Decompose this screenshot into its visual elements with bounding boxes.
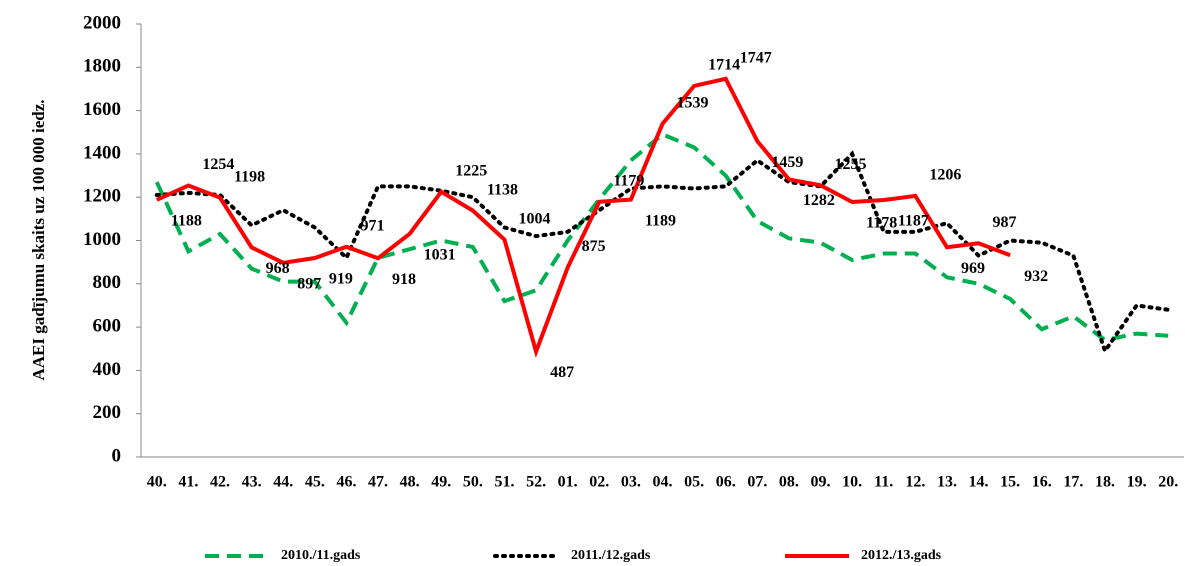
y-tick-label: 2000 (83, 12, 121, 33)
x-tick-label: 10. (842, 474, 862, 491)
x-tick-label: 40. (147, 474, 167, 491)
x-tick-label: 14. (969, 474, 989, 491)
data-label: 1004 (518, 210, 550, 227)
y-tick-label: 1600 (83, 99, 121, 120)
x-tick-label: 17. (1063, 474, 1083, 491)
x-tick-label: 41. (178, 474, 198, 491)
legend-label: 2010./11.gads (281, 548, 361, 563)
x-tick-label: 42. (210, 474, 230, 491)
series-line (154, 132, 1169, 343)
data-label: 1225 (455, 162, 487, 179)
data-label: 971 (360, 217, 384, 234)
x-tick-label: 12. (905, 474, 925, 491)
x-tick-label: 49. (431, 474, 451, 491)
x-tick-label: 43. (242, 474, 262, 491)
data-label: 1179 (613, 172, 644, 189)
x-tick-label: 11. (874, 474, 893, 491)
data-label: 487 (550, 364, 574, 381)
x-tick-label: 20. (1158, 474, 1178, 491)
x-tick-label: 45. (305, 474, 325, 491)
x-tick-label: 46. (336, 474, 356, 491)
x-tick-label: 50. (463, 474, 483, 491)
x-tick-label: 06. (716, 474, 736, 491)
x-tick-label: 52. (526, 474, 546, 491)
data-label: 1254 (202, 156, 234, 173)
y-tick-label: 1800 (83, 56, 121, 77)
x-tick-label: 02. (589, 474, 609, 491)
y-tick-label: 1200 (83, 186, 121, 207)
data-label: 1747 (740, 49, 772, 66)
x-tick-label: 04. (653, 474, 673, 491)
legend-label: 2012./13.gads (861, 548, 942, 563)
y-tick-label: 400 (93, 359, 122, 380)
data-label: 1189 (645, 212, 676, 229)
y-tick-label: 200 (93, 402, 122, 423)
x-tick-label: 51. (494, 474, 514, 491)
y-tick-label: 0 (112, 445, 122, 466)
data-label: 968 (266, 260, 290, 277)
series-line (155, 76, 1011, 358)
data-label: 1539 (677, 94, 709, 111)
x-tick-label: 09. (811, 474, 831, 491)
x-tick-label: 08. (779, 474, 799, 491)
x-tick-label: 05. (684, 474, 704, 491)
data-label: 1188 (171, 212, 202, 229)
data-label: 897 (297, 275, 321, 292)
x-tick-label: 48. (400, 474, 420, 491)
data-label: 919 (329, 271, 353, 288)
x-tick-label: 01. (558, 474, 578, 491)
x-tick-label: 47. (368, 474, 388, 491)
y-tick-label: 800 (93, 272, 122, 293)
data-label: 1178 (866, 215, 897, 232)
data-label: 1031 (424, 246, 456, 263)
data-label: 969 (961, 260, 985, 277)
data-label: 1187 (898, 213, 929, 230)
data-label: 1714 (708, 57, 740, 74)
x-tick-label: 18. (1095, 474, 1115, 491)
data-label: 1282 (803, 192, 835, 209)
x-tick-label: 07. (747, 474, 767, 491)
x-tick-label: 19. (1127, 474, 1147, 491)
x-tick-label: 13. (937, 474, 957, 491)
data-label: 932 (1024, 268, 1048, 285)
data-label: 1138 (487, 181, 518, 198)
x-tick-label: 15. (1000, 474, 1020, 491)
data-label: 875 (582, 238, 606, 255)
data-label: 1255 (835, 156, 867, 173)
y-axis-label: AAEI gadījumu skaits uz 100 000 iedz. (29, 99, 48, 380)
data-label: 918 (392, 271, 416, 288)
data-label: 987 (993, 214, 1017, 231)
x-tick-label: 44. (273, 474, 293, 491)
legend-label: 2011./12.gads (571, 548, 651, 563)
y-tick-label: 1400 (83, 142, 121, 163)
data-label: 1198 (234, 168, 265, 185)
series-line (154, 150, 1171, 356)
data-label: 1459 (771, 154, 803, 171)
y-tick-label: 1000 (83, 229, 121, 250)
y-tick-label: 600 (93, 315, 122, 336)
x-tick-label: 03. (621, 474, 641, 491)
x-tick-label: 16. (1032, 474, 1052, 491)
data-label: 1206 (929, 167, 961, 184)
